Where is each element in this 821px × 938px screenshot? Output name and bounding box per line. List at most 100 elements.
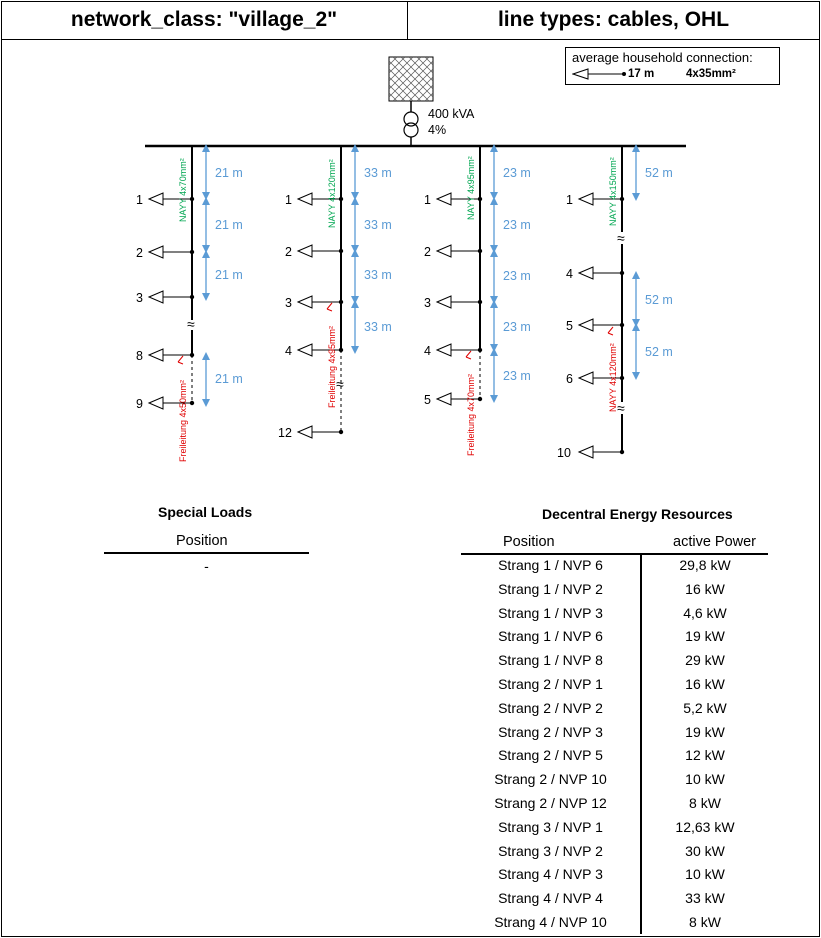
der-row-position: Strang 4 / NVP 10	[494, 914, 607, 930]
substation-box	[388, 56, 434, 102]
transformer-icon	[403, 111, 419, 127]
node-4-10: 10	[557, 445, 625, 460]
der-row-power: 29,8 kW	[679, 557, 731, 573]
node-3-1: 1	[424, 192, 483, 207]
strand-4: ≈ ≈ 1 4 5 6 10 52 m 52 m 52 m NAYY 4x150…	[557, 144, 673, 460]
special-loads-title: Special Loads	[158, 504, 253, 520]
node-2-3: 3	[285, 295, 344, 310]
svg-text:3: 3	[424, 296, 431, 310]
svg-text:3: 3	[285, 296, 292, 310]
node-3-5: 5	[424, 392, 483, 407]
household-connection-legend: average household connection: 17 m 4x35m…	[565, 47, 780, 85]
strand-3: 1 2 3 4 5 23 m 23 m 23 m 23 m 23 m NAYY …	[424, 144, 531, 456]
der-row-power: 16 kW	[685, 676, 725, 692]
svg-text:4: 4	[285, 344, 292, 358]
svg-text:1: 1	[136, 193, 143, 207]
cable-label-1: NAYY 4x70mm²	[178, 158, 188, 222]
ohl-label-2: Freileitung 4x95mm²	[327, 326, 337, 408]
der-row-position: Strang 2 / NVP 1	[498, 676, 603, 692]
legend-house-icon	[572, 68, 626, 80]
svg-text:2: 2	[424, 245, 431, 259]
svg-text:6: 6	[566, 372, 573, 386]
der-power-header: active Power	[673, 534, 757, 550]
der-row-power: 8 kW	[689, 795, 721, 811]
break-symbol: ≈	[336, 376, 344, 392]
line-types-title: line types: cables, OHL	[408, 1, 819, 40]
transformer-impedance: 4%	[428, 123, 446, 137]
svg-text:1: 1	[566, 193, 573, 207]
svg-text:5: 5	[566, 319, 573, 333]
der-row-power: 19 kW	[685, 628, 725, 645]
break-symbol: ≈	[187, 316, 195, 332]
der-row-position: Strang 1 / NVP 2	[498, 580, 603, 597]
svg-text:1: 1	[285, 193, 292, 207]
der-position-header: Position	[503, 534, 555, 550]
svg-text:33 m: 33 m	[364, 166, 392, 180]
node-4-6: 6	[566, 371, 625, 386]
svg-text:33 m: 33 m	[364, 268, 392, 282]
svg-text:8: 8	[136, 349, 143, 363]
der-row-power: 29 kW	[685, 652, 725, 669]
der-row-position: Strang 3 / NVP 2	[498, 842, 603, 859]
cable-label-4: NAYY 4x150mm²	[608, 157, 618, 226]
svg-text:2: 2	[285, 245, 292, 259]
svg-text:52 m: 52 m	[645, 293, 673, 307]
svg-text:3: 3	[136, 291, 143, 305]
break-symbol: ≈	[617, 400, 625, 416]
der-row-position: Strang 1 / NVP 3	[498, 604, 603, 621]
svg-text:2: 2	[136, 246, 143, 260]
node-4-4: 4	[566, 266, 625, 281]
der-row-position: Strang 2 / NVP 5	[498, 747, 603, 764]
node-2-12: 12	[278, 425, 344, 440]
ohl-label-3: Freileitung 4x70mm²	[466, 374, 476, 456]
node-1-9: 9	[136, 396, 195, 411]
der-row-position: Strang 2 / NVP 2	[498, 699, 603, 716]
cable-label-2: NAYY 4x120mm²	[327, 159, 337, 228]
cable-label-4b: NAYY 4x120mm²	[608, 343, 618, 412]
legend-length: 17 m	[628, 68, 655, 80]
der-row-position: Strang 2 / NVP 10	[494, 771, 607, 788]
der-row-power: 4,6 kW	[683, 604, 727, 621]
svg-text:4: 4	[566, 267, 573, 281]
break-symbol: ≈	[617, 230, 625, 246]
special-loads-row: -	[204, 558, 209, 574]
node-1-1: 1	[136, 192, 195, 207]
node-3-2: 2	[424, 244, 483, 259]
svg-text:33 m: 33 m	[364, 218, 392, 232]
svg-text:21 m: 21 m	[215, 218, 243, 232]
network-class-title: network_class: "village_2"	[1, 1, 408, 40]
node-2-4: 4	[285, 343, 344, 358]
der-row-power: 8 kW	[689, 914, 721, 930]
der-row-power: 16 kW	[685, 580, 725, 597]
der-row-position: Strang 2 / NVP 3	[498, 723, 603, 740]
svg-text:21 m: 21 m	[215, 166, 243, 180]
der-row-power: 10 kW	[685, 771, 725, 788]
svg-text:52 m: 52 m	[645, 345, 673, 359]
node-3-4: 4	[424, 343, 483, 358]
der-row-position: Strang 1 / NVP 8	[498, 652, 603, 669]
ohl-label-1: Freileitung 4x50mm²	[178, 380, 188, 462]
node-1-2: 2	[136, 245, 195, 260]
der-row-position: Strang 1 / NVP 6	[498, 557, 603, 573]
node-1-3: 3	[136, 290, 195, 305]
svg-text:21 m: 21 m	[215, 372, 243, 386]
svg-text:33 m: 33 m	[364, 320, 392, 334]
node-2-2: 2	[285, 244, 344, 259]
der-row-power: 33 kW	[685, 890, 725, 907]
svg-text:23 m: 23 m	[503, 269, 531, 283]
der-row-position: Strang 1 / NVP 6	[498, 628, 603, 645]
node-4-1: 1	[566, 192, 625, 207]
der-row-power: 30 kW	[685, 842, 725, 859]
node-3-3: 3	[424, 295, 483, 310]
node-1-8: 8	[136, 348, 195, 363]
der-row-power: 12 kW	[685, 747, 725, 764]
der-row-power: 10 kW	[685, 866, 725, 883]
node-4-5: 5	[566, 318, 625, 333]
legend-title: average household connection:	[572, 50, 753, 65]
der-column-divider	[640, 554, 642, 934]
der-row-power: 12,63 kW	[675, 818, 735, 835]
strand-2: ≈ 1 2 3 4 12 33 m 33 m 33 m 33 m NAYY 4x…	[278, 144, 392, 440]
der-row-position: Strang 4 / NVP 4	[498, 890, 603, 907]
substation-hatch	[388, 56, 434, 102]
